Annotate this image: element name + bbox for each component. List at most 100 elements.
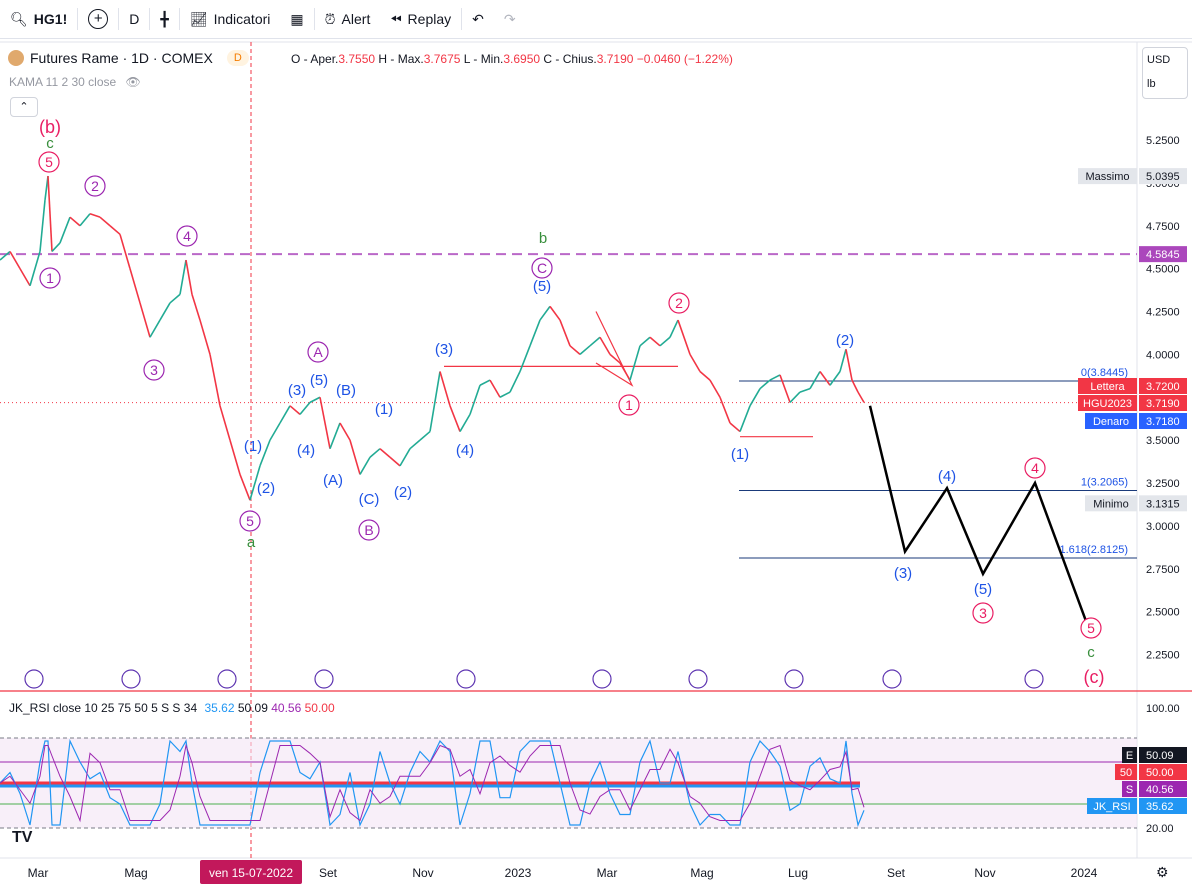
rsi-value-2: 50.09 <box>237 701 268 715</box>
price-segment <box>129 268 141 304</box>
high-label-value-box <box>1139 168 1187 185</box>
settings-gear-icon[interactable]: ⚙ <box>1156 864 1169 880</box>
time-tick-label: Nov <box>974 866 995 880</box>
indicators-icon: 📈︎ <box>189 10 208 27</box>
high-label-value: 5.0395 <box>1146 171 1180 183</box>
eye-off-icon[interactable]: 👁︎ <box>125 75 141 89</box>
price-segment <box>429 371 441 432</box>
high-value: 3.7675 <box>423 52 461 66</box>
wave-label: (2) <box>257 480 275 497</box>
price-segment <box>839 349 847 372</box>
price-segment <box>469 384 481 415</box>
price-segment <box>119 234 131 269</box>
rsi-value-box <box>1139 781 1187 797</box>
rewind-icon: ⏪︎ <box>390 10 402 27</box>
alert-label: Alert <box>341 11 371 27</box>
wave-label: B <box>364 522 373 538</box>
time-tick-label: Set <box>319 866 338 880</box>
wave-label-circle <box>972 602 994 624</box>
rsi-value-box <box>1139 798 1187 814</box>
search-icon: 🔍︎ <box>10 10 28 27</box>
wave-label: (c) <box>1084 667 1105 687</box>
chart-type-button[interactable]: ╋ <box>150 0 178 38</box>
wave-label: (4) <box>938 468 956 485</box>
price-segment <box>639 336 651 347</box>
low-label-value: 3.1315 <box>1146 498 1180 510</box>
price-segment <box>47 175 53 252</box>
collapse-legend-button[interactable]: ⌃ <box>10 97 38 117</box>
wave-label: 3 <box>150 362 158 378</box>
price-segment <box>419 430 431 441</box>
price-segment <box>699 370 711 381</box>
price-segment <box>51 242 61 253</box>
wave-label: b <box>539 230 547 247</box>
alarm-icon: ⏰︎ <box>324 10 336 27</box>
low-label-text: Minimo <box>1093 498 1128 510</box>
price-segment <box>179 259 187 295</box>
time-tick-label: Mag <box>690 866 713 880</box>
ohlc-values: O - Aper.3.7550 H - Max.3.7675 L - Min.3… <box>291 52 733 66</box>
indicators-button[interactable]: 📈︎ Indicatori <box>180 0 281 38</box>
rsi-value-1: 35.62 <box>204 701 235 715</box>
wave-label: 5 <box>45 154 53 170</box>
price-segment <box>799 387 811 393</box>
rsi-tag-text: E <box>1126 750 1133 762</box>
price-segment <box>319 397 331 449</box>
price-segment <box>185 259 193 295</box>
price-segment <box>649 336 661 347</box>
wave-label: (3) <box>435 341 453 358</box>
price-segment <box>409 439 421 450</box>
interval-button[interactable]: D <box>119 0 149 38</box>
price-segment <box>269 422 281 441</box>
divider <box>178 8 180 30</box>
rsi-value: 50.00 <box>1146 767 1174 779</box>
unit-select[interactable]: lb <box>1147 78 1156 90</box>
rsi-tag <box>1115 764 1137 780</box>
symbol-search[interactable]: 🔍︎ HG1! <box>0 0 77 38</box>
undo-button[interactable]: ↶ <box>462 0 494 38</box>
wave-label: c <box>1087 644 1095 661</box>
wave-label-circle <box>1024 457 1046 479</box>
wave-label: 5 <box>246 513 254 529</box>
price-segment <box>549 305 561 321</box>
tradingview-logo[interactable]: TV <box>12 829 33 846</box>
level-label-value-box <box>1139 246 1187 263</box>
wave-label: a <box>247 534 256 551</box>
projection-zigzag <box>868 405 1094 638</box>
rsi-tag <box>1122 747 1137 763</box>
price-segment <box>779 374 791 403</box>
price-tick-label: 4.0000 <box>1146 349 1180 361</box>
price-segment <box>589 336 601 347</box>
price-segment <box>169 293 181 304</box>
price-segment <box>579 345 591 355</box>
replay-button[interactable]: ⏪︎ Replay <box>380 0 461 38</box>
price-segment <box>249 465 261 501</box>
price-segment <box>669 319 679 338</box>
price-segment <box>59 216 71 244</box>
divider <box>461 8 463 30</box>
wave-label: A <box>313 344 323 360</box>
wave-label: (5) <box>310 372 328 389</box>
low-label-value-box <box>1139 495 1187 512</box>
layouts-button[interactable]: ▦ <box>280 0 313 38</box>
rsi-value: 40.56 <box>1146 784 1174 796</box>
redo-button[interactable]: ↷ <box>494 0 526 38</box>
event-marker-icon <box>882 669 902 689</box>
undo-icon: ↶ <box>472 10 484 27</box>
wave-label-circle <box>84 175 106 197</box>
wave-label-circle <box>176 225 198 247</box>
currency-unit-box[interactable]: USD lb <box>1142 47 1188 99</box>
currency-select[interactable]: USD <box>1147 54 1171 66</box>
rsi-legend: JK_RSI close 10 25 75 50 5 S S 34 35.62 … <box>9 701 335 715</box>
wave-label: c <box>46 135 54 152</box>
event-marker-icon <box>688 669 708 689</box>
compare-button[interactable]: + <box>78 0 118 38</box>
price-tick-label: 4.7500 <box>1146 221 1180 233</box>
price-tick-label: 4.5000 <box>1146 264 1180 276</box>
price-tick-label: 2.5000 <box>1146 607 1180 619</box>
alert-button[interactable]: ⏰︎ Alert <box>315 0 381 38</box>
symbol-label: HG1! <box>33 11 68 27</box>
event-marker-icon <box>121 669 141 689</box>
price-segment <box>857 391 865 403</box>
